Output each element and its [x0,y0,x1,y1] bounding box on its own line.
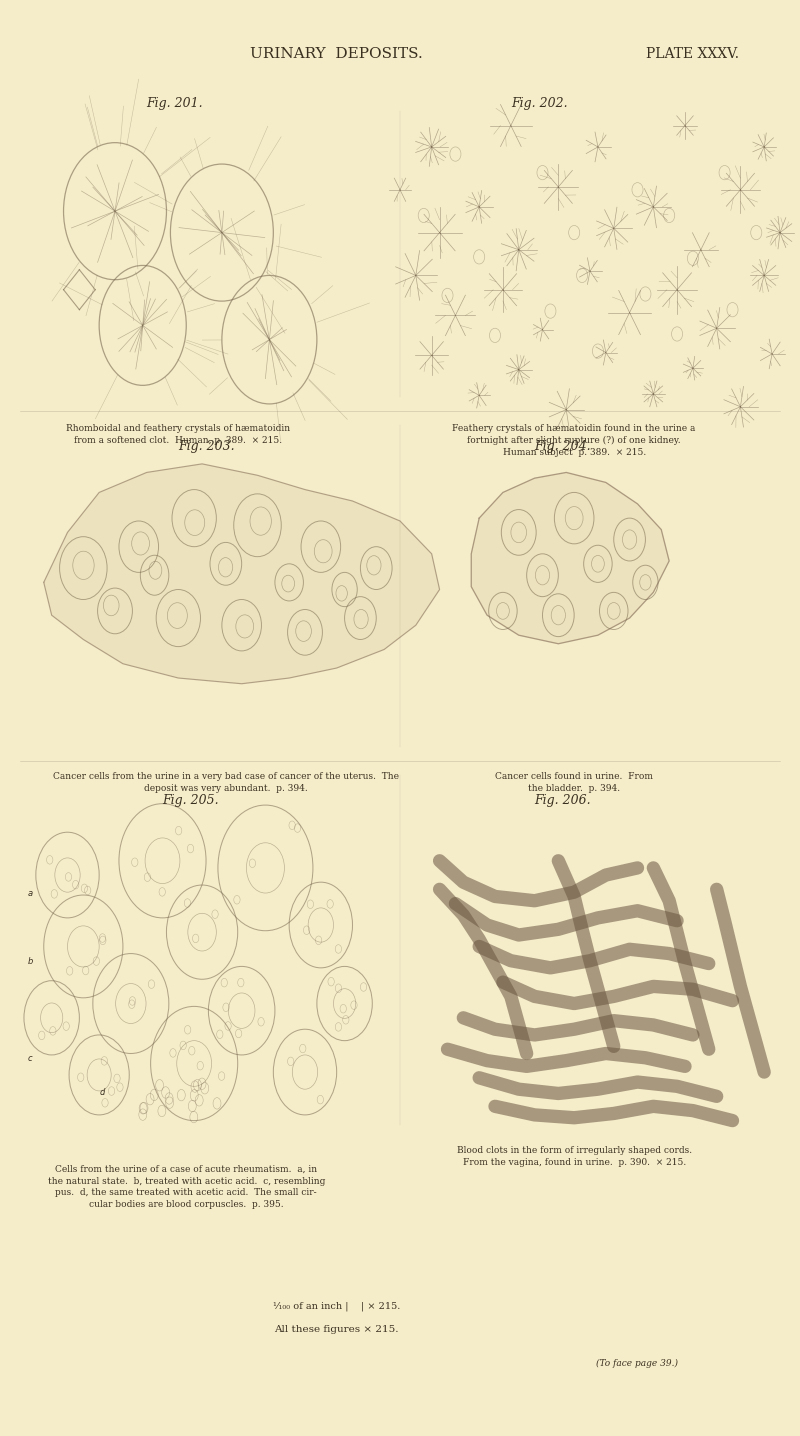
Text: a: a [28,889,33,899]
Text: Fig. 204.: Fig. 204. [534,439,591,452]
Text: (To face page 39.): (To face page 39.) [597,1358,678,1369]
Text: c: c [28,1054,33,1063]
Text: Blood clots in the form of irregularly shaped cords.
From the vagina, found in u: Blood clots in the form of irregularly s… [457,1146,692,1167]
Text: Rhomboidal and feathery crystals of hæmatoidin
from a softened clot.  Human, p. : Rhomboidal and feathery crystals of hæma… [66,424,290,445]
Text: b: b [28,956,34,965]
Text: URINARY  DEPOSITS.: URINARY DEPOSITS. [250,47,423,62]
Text: Fig. 203.: Fig. 203. [178,439,235,452]
Text: Fig. 206.: Fig. 206. [534,794,591,807]
Text: Fig. 205.: Fig. 205. [162,794,219,807]
Polygon shape [471,472,669,643]
Text: Cancer cells found in urine.  From
the bladder.  p. 394.: Cancer cells found in urine. From the bl… [495,773,653,793]
Text: All these figures × 215.: All these figures × 215. [274,1324,399,1334]
Polygon shape [44,464,439,684]
Text: Cancer cells from the urine in a very bad case of cancer of the uterus.  The
dep: Cancer cells from the urine in a very ba… [53,773,399,793]
Text: Cells from the urine of a case of acute rheumatism.  a, in
the natural state.  b: Cells from the urine of a case of acute … [47,1165,325,1209]
Text: Fig. 202.: Fig. 202. [511,98,567,111]
Text: d: d [99,1088,105,1097]
Text: PLATE XXXV.: PLATE XXXV. [646,47,739,62]
Text: Feathery crystals of hæmatoidin found in the urine a
fortnight after slight rupt: Feathery crystals of hæmatoidin found in… [453,424,696,457]
Text: Fig. 201.: Fig. 201. [146,98,203,111]
Text: ¹⁄₁₀₀ of an inch |    | × 215.: ¹⁄₁₀₀ of an inch | | × 215. [273,1301,400,1311]
